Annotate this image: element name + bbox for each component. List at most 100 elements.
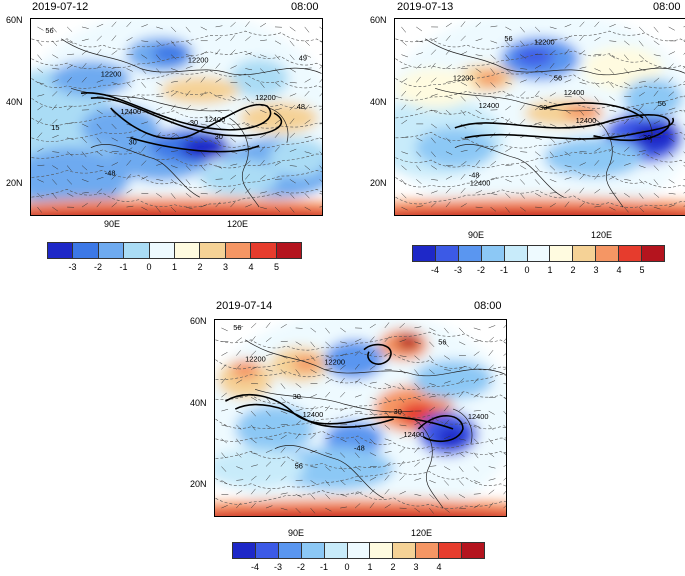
anomaly-region (264, 515, 456, 516)
heavy-contour (90, 97, 283, 137)
anomaly-region (215, 508, 506, 516)
heavy-contour (454, 114, 671, 142)
colorbar-label: -2 (476, 265, 486, 275)
contour-label: 56 (438, 338, 446, 347)
contour-label: 30 (643, 133, 651, 142)
contour-label: 12200 (245, 355, 266, 364)
heavy-contours (454, 102, 675, 142)
lat-tick-40n: 40N (370, 97, 387, 107)
colorbar-label: -3 (68, 262, 77, 272)
lat-tick-60n: 60N (370, 15, 387, 25)
anomaly-region (395, 68, 475, 109)
colorbar (412, 245, 665, 262)
colorbar-label: 2 (570, 265, 576, 275)
map-svg: 56 122001220012400124001240056303056-4812… (395, 19, 685, 215)
colorbar-label: 0 (344, 562, 350, 572)
heavy-contour (130, 137, 260, 153)
contour-label: 30 (293, 392, 301, 401)
colorbar-label: -3 (273, 562, 283, 572)
anomaly-region (215, 448, 305, 489)
lat-tick-20n: 20N (190, 479, 207, 489)
colorbar-label: -4 (250, 562, 260, 572)
anomaly-region (476, 71, 505, 86)
colorbar-swatch (573, 246, 597, 261)
panel-time: 08:00 (291, 1, 319, 13)
colorbar (47, 242, 302, 259)
colorbar-label: -1 (119, 262, 128, 272)
colorbar-label: -1 (319, 562, 329, 572)
colorbar-swatch (251, 243, 277, 258)
panel-date: 2019-07-12 (32, 1, 89, 13)
colorbar-label: 2 (390, 562, 396, 572)
heavy-contours (224, 343, 464, 443)
map-plot: 56 12200 12200 56 30 12400 12400 12400 30 -48 56 (214, 319, 507, 517)
map-plot: 56 12200 12200 12400 12400 12400 56 30 30 56 -48 12… (394, 18, 685, 216)
country-borders (424, 38, 685, 208)
colorbar-swatch (98, 243, 125, 258)
contour-label: 56 (658, 99, 666, 108)
contour-label: 56 (45, 26, 53, 35)
lat-tick-20n: 20N (370, 178, 387, 188)
contour-label: 12200 (453, 73, 474, 82)
contour-label: 48 (297, 102, 305, 111)
anomaly-region (583, 46, 663, 91)
heavy-contour (417, 415, 464, 443)
colorbar-label: 1 (367, 562, 373, 572)
contour-label: 56 (554, 73, 562, 82)
colorbar-label: 3 (222, 262, 229, 272)
colorbar-swatch (276, 243, 302, 258)
wind-barbs (37, 21, 322, 213)
wind-barbs (221, 322, 506, 514)
anomaly-region (395, 207, 685, 215)
colorbar-swatch (393, 543, 417, 558)
colorbar-swatch (200, 243, 226, 258)
colorbar-swatch (233, 543, 256, 558)
colorbar-swatch (175, 243, 201, 258)
contour-label: 12400 (468, 412, 489, 421)
panel-date: 2019-07-13 (397, 1, 454, 13)
colorbar-swatch (550, 246, 574, 261)
anomaly-shading (395, 19, 685, 215)
colorbar-label: 3 (593, 265, 599, 275)
anomaly-region (623, 78, 683, 118)
colorbar-swatch (439, 543, 463, 558)
contour-label: 56 (295, 461, 303, 470)
contour-label: 49 (299, 54, 307, 63)
colorbar-label: 5 (273, 262, 280, 272)
heavy-contour (363, 343, 392, 365)
contour-label: 12400 (205, 115, 226, 124)
contour-label: -48 (469, 170, 480, 179)
contour-label: 30 (394, 407, 402, 416)
contour-label: 12200 (188, 56, 209, 65)
contour-label: 12400 (303, 410, 324, 419)
colorbar-label: 3 (413, 562, 419, 572)
lon-tick-120e: 120E (227, 219, 249, 229)
lon-tick-120e: 120E (591, 230, 613, 240)
anomaly-region (437, 426, 465, 447)
colorbar-swatch (619, 246, 643, 261)
anomaly-region (180, 135, 229, 160)
contour-label: 30 (539, 103, 547, 112)
contour-label: 30 (215, 132, 223, 141)
lat-tick-60n: 60N (6, 15, 23, 25)
panel-time: 08:00 (474, 300, 502, 312)
lat-tick-60n: 60N (190, 316, 207, 326)
lat-tick-40n: 40N (190, 398, 207, 408)
heavy-contour (234, 403, 394, 428)
colorbar-swatch (301, 543, 325, 558)
anomaly-region (160, 76, 240, 105)
contour-label: 12200 (101, 69, 122, 78)
map-plot: 56 12200 12200 12200 12400 12400 30 30 30 49 48 15 -… (30, 18, 323, 216)
colorbar-swatch (347, 543, 371, 558)
contour-labels: 56 122001220012400124001240056303056-4812… (453, 34, 666, 188)
colorbar-swatch (504, 246, 528, 261)
contour-label: 30 (128, 138, 136, 147)
colorbar-swatch (278, 543, 302, 558)
country-borders (244, 339, 506, 509)
anomaly-region (51, 60, 131, 97)
wind-barbs (401, 21, 685, 213)
anomaly-region (415, 127, 495, 168)
colorbar-label: -2 (296, 562, 306, 572)
map-svg: 56 12200 12200 12200 12400 12400 30 30 30 49 48 15 -… (31, 19, 322, 215)
